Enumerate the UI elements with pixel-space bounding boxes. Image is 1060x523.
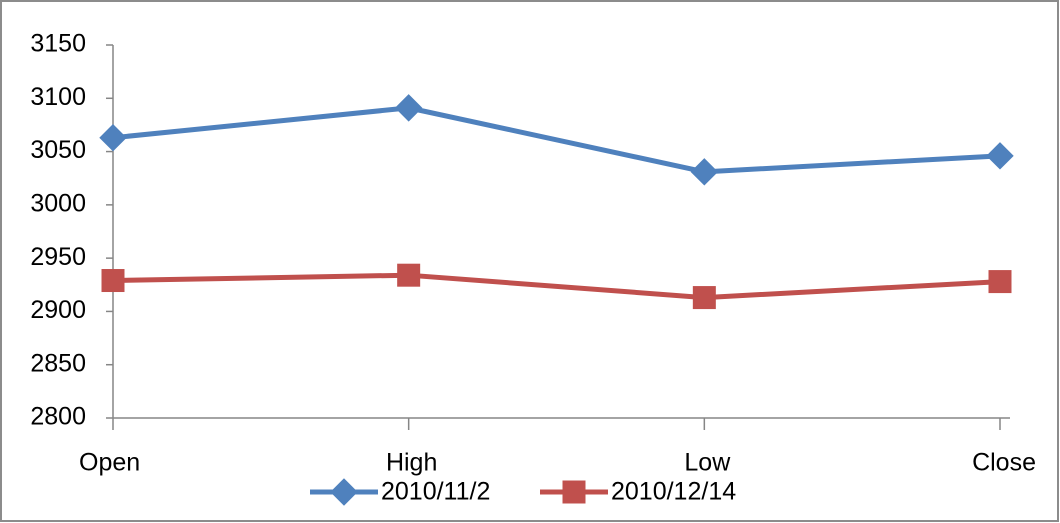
- marker: [394, 94, 423, 122]
- marker: [690, 158, 719, 186]
- y-tick-label: 2950: [30, 243, 86, 271]
- x-tick-label: Low: [684, 449, 731, 477]
- x-tick-label: Open: [79, 449, 140, 477]
- marker: [692, 286, 716, 310]
- marker: [986, 142, 1014, 170]
- x-tick-label: Close: [972, 449, 1036, 477]
- series-line: [112, 272, 1001, 301]
- legend-label: 2010/11/2: [381, 478, 490, 506]
- y-tick-label: 2900: [30, 296, 86, 324]
- y-tick-label: 3100: [30, 83, 86, 111]
- y-tick-label: 3150: [30, 30, 86, 58]
- marker: [988, 270, 1012, 294]
- series-line: [112, 105, 1001, 175]
- legend-label: 2010/12/14: [611, 478, 736, 506]
- legend-marker: [330, 478, 358, 506]
- y-tick-label: 2850: [30, 349, 86, 377]
- y-tick-label: 2800: [30, 403, 86, 431]
- x-tick-label: High: [386, 449, 437, 477]
- marker: [101, 269, 125, 293]
- legend-marker: [562, 480, 586, 504]
- y-tick-label: 3000: [30, 189, 86, 217]
- y-tick-label: 3050: [30, 136, 86, 164]
- marker: [397, 263, 421, 287]
- marker: [99, 124, 127, 152]
